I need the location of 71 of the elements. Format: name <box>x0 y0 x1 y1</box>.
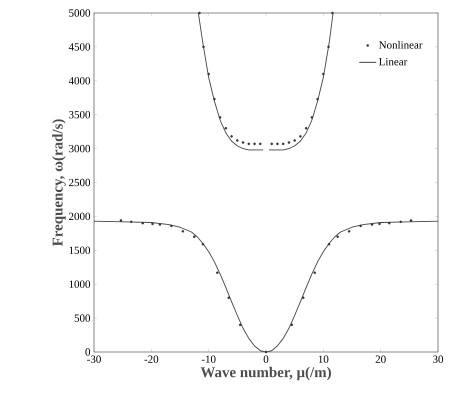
point <box>264 350 268 354</box>
point <box>202 242 204 246</box>
point <box>198 12 201 14</box>
y-tick-label: 2500 <box>69 178 90 186</box>
y-tick-label: 3000 <box>69 144 90 152</box>
point <box>253 142 256 146</box>
point <box>120 219 122 222</box>
x-tick-label: 10 <box>318 356 328 363</box>
x-tick-label: -10 <box>202 356 216 363</box>
point <box>410 219 412 222</box>
point <box>182 230 184 233</box>
legend-label: Linear <box>378 58 408 66</box>
point <box>170 224 173 228</box>
y-tick-label: 500 <box>74 314 90 322</box>
point <box>158 223 162 226</box>
point <box>302 296 305 300</box>
y-tick-label: 1000 <box>70 280 90 288</box>
point <box>236 139 239 142</box>
point <box>388 222 391 224</box>
x-tick-label: 30 <box>433 356 444 363</box>
point <box>141 222 144 224</box>
legend-label: Nonlinear <box>378 40 422 49</box>
point <box>282 142 284 146</box>
y-tick-label: 2000 <box>69 212 90 220</box>
y-tick-label: 4000 <box>68 77 90 84</box>
point <box>258 142 262 146</box>
point <box>288 141 290 144</box>
point <box>224 126 228 130</box>
point <box>130 220 133 224</box>
point <box>378 222 381 226</box>
y-tick-label: 0 <box>85 348 90 356</box>
x-tick-label: 0 <box>264 356 268 363</box>
point <box>299 135 302 138</box>
y-tick-label: 3500 <box>69 111 90 118</box>
point <box>370 223 374 226</box>
point <box>207 72 210 76</box>
point <box>227 296 230 300</box>
x-tick-label: -20 <box>144 356 158 363</box>
x-tick-label: -30 <box>87 356 101 363</box>
point <box>331 12 334 14</box>
point <box>310 116 314 119</box>
point <box>213 98 216 100</box>
point <box>216 271 219 274</box>
point <box>238 324 242 326</box>
point <box>293 139 296 142</box>
x-axis-title: Wave number, μ(/m) <box>200 366 331 380</box>
point <box>313 271 316 274</box>
x-tick-label: 20 <box>376 356 386 363</box>
point <box>348 230 350 233</box>
point <box>193 235 196 238</box>
point <box>327 46 330 48</box>
y-tick-label: 4500 <box>68 43 90 51</box>
y-tick-label: 1500 <box>70 246 90 254</box>
point <box>336 235 339 238</box>
point <box>270 142 274 146</box>
point <box>290 324 294 326</box>
point <box>218 116 222 119</box>
point <box>230 135 233 138</box>
point <box>248 142 250 146</box>
point <box>151 222 154 226</box>
point <box>399 220 402 224</box>
point <box>202 46 205 48</box>
point <box>276 142 279 146</box>
point <box>316 98 319 100</box>
point <box>304 126 308 130</box>
point <box>359 224 362 228</box>
point <box>328 242 330 246</box>
point <box>322 72 325 76</box>
y-tick-label: 5000 <box>69 9 90 17</box>
point <box>242 141 244 144</box>
y-axis-title: Frequency, ω(rad/s) <box>52 119 66 246</box>
